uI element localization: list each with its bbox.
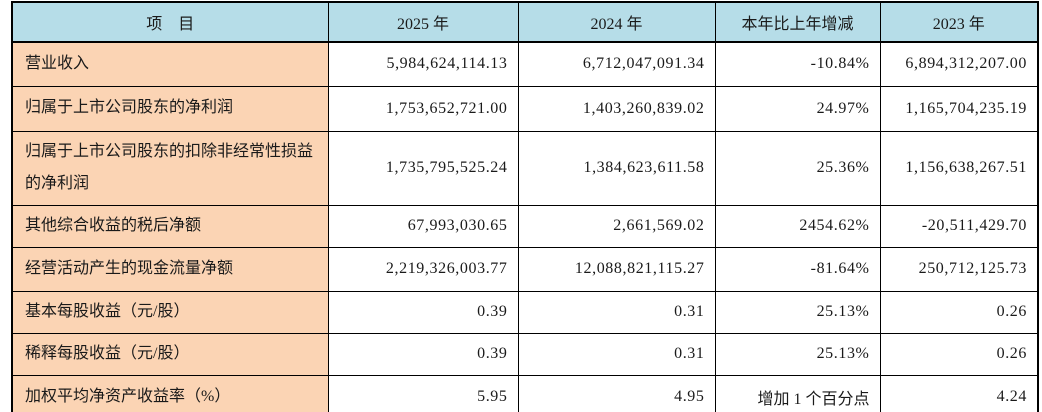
cell-2023: 1,156,638,267.51	[879, 130, 1039, 207]
cell-yoy-change: 2454.62%	[714, 205, 881, 248]
cell-2024: 2,661,569.02	[517, 205, 716, 248]
cell-2025: 5.95	[327, 374, 519, 412]
cell-2025: 5,984,624,114.13	[327, 41, 519, 87]
cell-yoy-change: 增加 1 个百分点	[714, 374, 881, 412]
cell-yoy-change: -10.84%	[714, 41, 881, 87]
cell-2025: 2,219,326,003.77	[327, 246, 519, 292]
table-row-basic-eps: 基本每股收益（元/股） 0.39 0.31 25.13% 0.26	[11, 290, 1039, 334]
cell-2023: 6,894,312,207.00	[879, 41, 1039, 87]
cell-2025: 1,735,795,525.24	[327, 130, 519, 207]
table-row-revenue: 营业收入 5,984,624,114.13 6,712,047,091.34 -…	[11, 41, 1039, 87]
col-header-2023: 2023 年	[879, 1, 1039, 43]
cell-2024: 4.95	[517, 374, 716, 412]
table-row-net-profit-excl-nonrecurring: 归属于上市公司股东的扣除非经常性损益的净利润 1,735,795,525.24 …	[11, 130, 1039, 207]
cell-2024: 0.31	[517, 290, 716, 334]
cell-2023: 4.24	[879, 374, 1039, 412]
cell-yoy-change: 24.97%	[714, 85, 881, 132]
cell-2023: 0.26	[879, 332, 1039, 376]
header-row: 项 目 2025 年 2024 年 本年比上年增减 2023 年	[11, 1, 1039, 43]
cell-2024: 0.31	[517, 332, 716, 376]
row-label: 其他综合收益的税后净额	[11, 205, 329, 248]
cell-yoy-change: 25.13%	[714, 332, 881, 376]
cell-yoy-change: 25.13%	[714, 290, 881, 334]
cell-2025: 0.39	[327, 332, 519, 376]
cell-2023: 1,165,704,235.19	[879, 85, 1039, 132]
col-header-2024: 2024 年	[517, 1, 716, 43]
cell-2024: 12,088,821,115.27	[517, 246, 716, 292]
cell-2025: 1,753,652,721.00	[327, 85, 519, 132]
col-header-item: 项 目	[11, 1, 329, 43]
cell-yoy-change: 25.36%	[714, 130, 881, 207]
table-row-operating-cash-flow: 经营活动产生的现金流量净额 2,219,326,003.77 12,088,82…	[11, 246, 1039, 292]
table-row-diluted-eps: 稀释每股收益（元/股） 0.39 0.31 25.13% 0.26	[11, 332, 1039, 376]
cell-2023: 0.26	[879, 290, 1039, 334]
row-label: 经营活动产生的现金流量净额	[11, 246, 329, 292]
col-header-yoy-change: 本年比上年增减	[714, 1, 881, 43]
row-label: 稀释每股收益（元/股）	[11, 332, 329, 376]
cell-2025: 0.39	[327, 290, 519, 334]
financial-summary-table: 项 目 2025 年 2024 年 本年比上年增减 2023 年 营业收入 5,…	[11, 1, 1039, 412]
row-label: 基本每股收益（元/股）	[11, 290, 329, 334]
cell-2024: 1,403,260,839.02	[517, 85, 716, 132]
table-row-weighted-avg-roe: 加权平均净资产收益率（%） 5.95 4.95 增加 1 个百分点 4.24	[11, 374, 1039, 412]
cell-2025: 67,993,030.65	[327, 205, 519, 248]
cell-2024: 6,712,047,091.34	[517, 41, 716, 87]
row-label: 营业收入	[11, 41, 329, 87]
row-label: 归属于上市公司股东的扣除非经常性损益的净利润	[11, 130, 329, 207]
table-row-net-profit: 归属于上市公司股东的净利润 1,753,652,721.00 1,403,260…	[11, 85, 1039, 132]
row-label: 归属于上市公司股东的净利润	[11, 85, 329, 132]
cell-2023: 250,712,125.73	[879, 246, 1039, 292]
col-header-2025: 2025 年	[327, 1, 519, 43]
table-row-other-comprehensive-income: 其他综合收益的税后净额 67,993,030.65 2,661,569.02 2…	[11, 205, 1039, 248]
cell-yoy-change: -81.64%	[714, 246, 881, 292]
row-label: 加权平均净资产收益率（%）	[11, 374, 329, 412]
cell-2023: -20,511,429.70	[879, 205, 1039, 248]
cell-2024: 1,384,623,611.58	[517, 130, 716, 207]
